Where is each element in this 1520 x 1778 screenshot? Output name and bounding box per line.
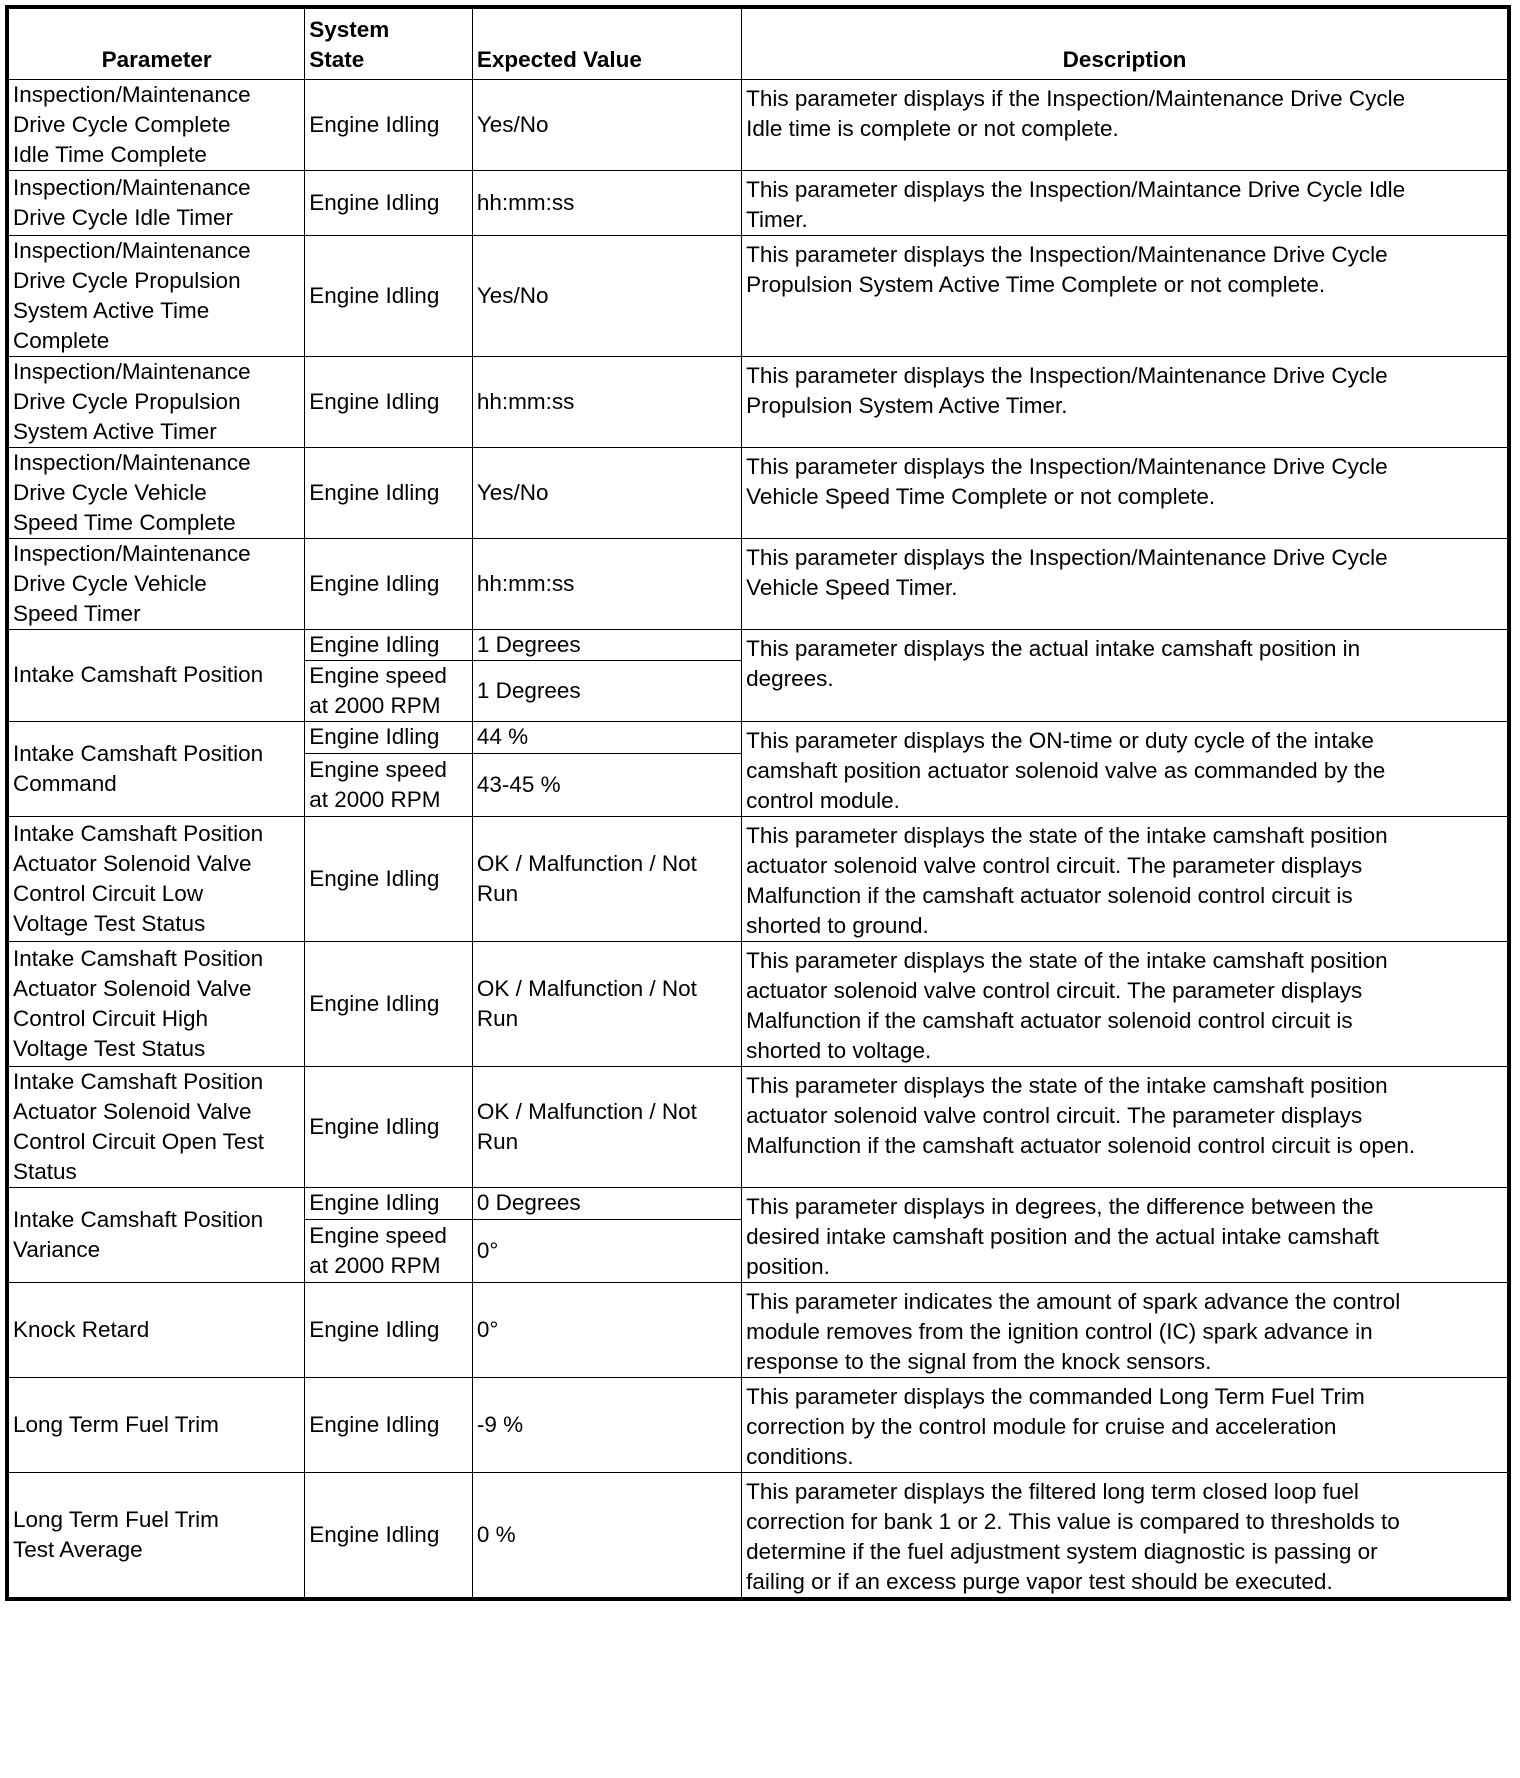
table-row: Long Term Fuel Trim Engine Idling -9 % This… <box>6 1376 1510 1473</box>
expected-value-cell: 0 % <box>471 1471 743 1599</box>
description-cell: This parameter displays the filtered lon… <box>741 1471 1510 1599</box>
system-state-cell: Engine speed at 2000 RPM <box>304 1218 473 1283</box>
parameter-cell: Intake Camshaft Position Actuator Soleno… <box>6 940 306 1067</box>
system-state-cell: Engine Idling <box>304 446 473 539</box>
header-row: Parameter System State Expected Value De… <box>6 6 1510 80</box>
expected-value-cell: 43-45 % <box>471 752 743 817</box>
description-cell: This parameter displays the Inspection/M… <box>741 234 1510 357</box>
system-state-cell: Engine Idling <box>304 537 473 630</box>
system-state-cell: Engine Idling <box>304 78 473 171</box>
system-state-cell: Engine Idling <box>304 169 473 236</box>
system-state-cell: Engine Idling <box>304 720 473 754</box>
description-cell: This parameter displays the Inspection/M… <box>741 355 1510 448</box>
system-state-cell: Engine speed at 2000 RPM <box>304 752 473 817</box>
expected-value-cell: hh:mm:ss <box>471 537 743 630</box>
parameter-table: Parameter System State Expected Value De… <box>5 5 1511 1601</box>
expected-value-cell: 0° <box>471 1218 743 1283</box>
description-cell: This parameter displays the commanded Lo… <box>741 1376 1510 1473</box>
parameter-cell: Knock Retard <box>6 1281 306 1378</box>
table-row: Inspection/Maintenance Drive Cycle Vehic… <box>6 537 1510 630</box>
expected-value-cell: Yes/No <box>471 234 743 357</box>
system-state-cell: Engine Idling <box>304 1186 473 1220</box>
system-state-cell: Engine Idling <box>304 1376 473 1473</box>
parameter-cell: Intake Camshaft Position Variance <box>6 1186 306 1283</box>
parameter-cell: Inspection/Maintenance Drive Cycle Idle … <box>6 169 306 236</box>
parameter-cell: Long Term Fuel Trim Test Average <box>6 1471 306 1599</box>
expected-value-cell: 44 % <box>471 720 743 754</box>
table-row: Engine speed at 2000 RPM 43-45 % <box>7 752 1509 817</box>
system-state-cell: Engine Idling <box>304 940 473 1067</box>
table-row: Intake Camshaft Position Engine Idling 1 D… <box>6 628 1510 722</box>
parameter-cell: Intake Camshaft Position Actuator Soleno… <box>6 1065 306 1188</box>
parameter-cell: Inspection/Maintenance Drive Cycle Vehic… <box>6 537 306 630</box>
system-state-cell: Engine Idling <box>304 1471 473 1599</box>
table-row: Long Term Fuel Trim Test Average Engine I… <box>6 1471 1510 1599</box>
expected-value-cell: OK / Malfunction / Not Run <box>471 1065 743 1188</box>
system-state-cell: Engine Idling <box>304 234 473 357</box>
table-row: Inspection/Maintenance Drive Cycle Idle … <box>6 169 1510 236</box>
system-state-cell: Engine Idling <box>304 628 473 661</box>
parameter-cell: Intake Camshaft Position <box>6 628 306 722</box>
description-cell: This parameter displays the Inspection/M… <box>741 537 1510 630</box>
header-expected-value: Expected Value <box>471 6 743 80</box>
parameter-cell: Intake Camshaft Position Command <box>6 720 306 817</box>
expected-value-cell: Yes/No <box>471 78 743 171</box>
table-row: Intake Camshaft Position Actuator Soleno… <box>6 1065 1510 1188</box>
description-cell: This parameter displays the ON-time or d… <box>741 720 1510 817</box>
table-row: Inspection/Maintenance Drive Cycle Compl… <box>6 78 1510 171</box>
description-cell: This parameter displays the actual intak… <box>741 628 1510 722</box>
system-state-cell: Engine Idling <box>304 815 473 942</box>
table-row: Inspection/Maintenance Drive Cycle Propu… <box>6 355 1510 448</box>
description-cell: This parameter displays in degrees, the … <box>741 1186 1510 1283</box>
table-body: Inspection/Maintenance Drive Cycle Compl… <box>6 78 1510 1599</box>
system-state-cell: Engine Idling <box>304 1281 473 1378</box>
expected-value-cell: 1 Degrees <box>471 659 743 722</box>
table-row: Inspection/Maintenance Drive Cycle Propu… <box>6 234 1510 357</box>
header-description: Description <box>741 6 1510 80</box>
expected-value-cell: 1 Degrees <box>471 628 743 661</box>
expected-value-cell: -9 % <box>471 1376 743 1473</box>
table-row: Intake Camshaft Position Variance Engine … <box>6 1186 1510 1283</box>
table-row: Engine speed at 2000 RPM 0° <box>7 1218 1509 1283</box>
description-cell: This parameter displays the state of the… <box>741 815 1510 942</box>
expected-value-cell: 0° <box>471 1281 743 1378</box>
table-row: Knock Retard Engine Idling 0° This paramete… <box>6 1281 1510 1378</box>
description-cell: This parameter displays the Inspection/M… <box>741 169 1510 236</box>
parameter-cell: Inspection/Maintenance Drive Cycle Vehic… <box>6 446 306 539</box>
description-cell: This parameter displays the state of the… <box>741 940 1510 1067</box>
expected-value-cell: Yes/No <box>471 446 743 539</box>
description-cell: This parameter displays the state of the… <box>741 1065 1510 1188</box>
table-row: Inspection/Maintenance Drive Cycle Vehic… <box>6 446 1510 539</box>
parameter-cell: Long Term Fuel Trim <box>6 1376 306 1473</box>
expected-value-cell: OK / Malfunction / Not Run <box>471 940 743 1067</box>
expected-value-cell: 0 Degrees <box>471 1186 743 1220</box>
system-state-cell: Engine speed at 2000 RPM <box>304 659 473 722</box>
expected-value-cell: OK / Malfunction / Not Run <box>471 815 743 942</box>
description-cell: This parameter indicates the amount of s… <box>741 1281 1510 1378</box>
parameter-cell: Inspection/Maintenance Drive Cycle Propu… <box>6 355 306 448</box>
system-state-cell: Engine Idling <box>304 1065 473 1188</box>
parameter-cell: Inspection/Maintenance Drive Cycle Propu… <box>6 234 306 357</box>
table-row: Intake Camshaft Position Command Engine I… <box>6 720 1510 817</box>
parameter-cell: Inspection/Maintenance Drive Cycle Compl… <box>6 78 306 171</box>
expected-value-cell: hh:mm:ss <box>471 355 743 448</box>
description-cell: This parameter displays the Inspection/M… <box>741 446 1510 539</box>
description-cell: This parameter displays if the Inspectio… <box>741 78 1510 171</box>
parameter-cell: Intake Camshaft Position Actuator Soleno… <box>6 815 306 942</box>
header-system-state: System State <box>304 6 473 80</box>
table-row: Intake Camshaft Position Actuator Soleno… <box>6 940 1510 1067</box>
table-row: Intake Camshaft Position Actuator Soleno… <box>6 815 1510 942</box>
header-parameter: Parameter <box>6 6 306 80</box>
expected-value-cell: hh:mm:ss <box>471 169 743 236</box>
system-state-cell: Engine Idling <box>304 355 473 448</box>
table-row: Engine speed at 2000 RPM 1 Degrees <box>7 659 1509 722</box>
